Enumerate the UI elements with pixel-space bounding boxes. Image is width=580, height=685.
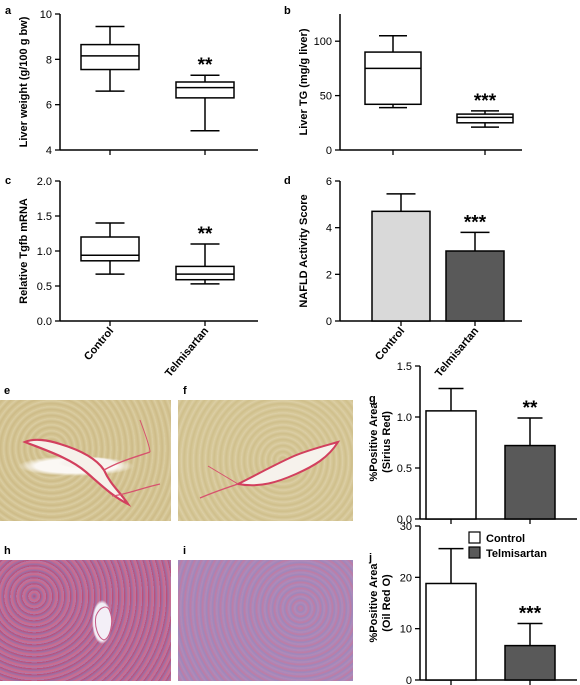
y-tick-label: 20 [400, 572, 412, 584]
bar-telmisartan [445, 250, 505, 322]
y-tick-label: 50 [320, 91, 332, 103]
panel-d: d 0 2 4 6 NAFLD Activity Score *** Control Telmi… [284, 175, 522, 380]
significance-stars: ** [523, 398, 538, 419]
bar-telmisartan [504, 444, 556, 520]
micrograph-e [0, 400, 171, 521]
significance-stars: ** [198, 224, 213, 245]
box-iqr [80, 43, 140, 71]
panel-g: g 0.0 0.5 1.0 1.5 %Positive Area (Sirius Red) *… [368, 361, 577, 526]
y-tick-label: 1.0 [397, 412, 412, 424]
y-tick-label: 10 [400, 624, 412, 636]
y-axis-label: Liver weight (g/100 g bw) [18, 16, 30, 147]
panel-letter-a: a [5, 5, 12, 17]
y-tick-label: 1.5 [37, 211, 52, 223]
box-iqr [456, 113, 514, 124]
box-iqr [364, 51, 422, 106]
legend-label: Telmisartan [486, 548, 547, 560]
box-control [80, 25, 140, 92]
bar-control [425, 582, 477, 681]
y-axis-label: Liver TG (mg/g liver) [298, 28, 310, 135]
micrograph-i [178, 560, 353, 681]
bar-control [371, 210, 431, 322]
x-tick-label: Telmisartan [163, 325, 212, 380]
box-telmisartan [456, 110, 514, 128]
y-tick-label: 6 [46, 100, 52, 112]
panel-letter-j: j [368, 552, 372, 564]
panel-a: a 4 6 8 10 Liver weight (g/100 g bw) ** [5, 5, 258, 157]
panel-letter-f: f [183, 385, 187, 397]
box-telmisartan [175, 243, 235, 285]
legend-swatch [468, 531, 481, 544]
panel-b: b 0 50 100 Liver TG (mg/g liver) *** [284, 5, 522, 157]
y-tick-label: 10 [40, 9, 52, 21]
y-tick-label: 0.0 [37, 316, 52, 328]
box-iqr [175, 265, 235, 281]
y-tick-label: 0.5 [397, 463, 412, 475]
x-tick-label: Control [82, 325, 116, 363]
y-axis-label: (Sirius Red) [381, 411, 393, 473]
panel-letter-d: d [284, 175, 291, 187]
legend-label: Control [486, 533, 525, 545]
x-tick-label: Control [373, 325, 407, 363]
y-tick-label: 2.0 [37, 176, 52, 188]
legend-swatch [468, 546, 481, 559]
panel-letter-e: e [4, 385, 11, 397]
panel-letter-b: b [284, 5, 291, 17]
box-control [80, 222, 140, 275]
bar-control [425, 410, 477, 520]
y-tick-label: 1.5 [397, 361, 412, 373]
y-axis-label: NAFLD Activity Score [298, 194, 310, 307]
y-tick-label: 0.5 [37, 281, 52, 293]
y-axis-label: Relative Tgfb mRNA [18, 198, 30, 304]
y-tick-label: 4 [326, 223, 332, 235]
y-tick-label: 0 [326, 145, 332, 157]
significance-stars: *** [519, 604, 542, 625]
micrograph-h [0, 560, 171, 681]
bar-telmisartan [504, 644, 556, 681]
panel-j: j 0 10 20 30 %Positive Area (Oil Red O) *** Cont… [368, 521, 577, 685]
panel-c: c 0.0 0.5 1.0 1.5 2.0 Relative Tgfb mRNA ** Cont… [5, 175, 258, 380]
panel-letter-c: c [5, 175, 11, 187]
y-tick-label: 0 [326, 316, 332, 328]
box-iqr [80, 236, 140, 262]
significance-stars: *** [474, 91, 497, 112]
significance-stars: *** [464, 212, 487, 233]
y-axis-label: %Positive Area [368, 402, 380, 482]
box-telmisartan [175, 74, 235, 132]
y-tick-label: 100 [314, 36, 332, 48]
panel-letter-g: g [369, 393, 376, 405]
box-iqr [175, 81, 235, 99]
y-tick-label: 30 [400, 521, 412, 533]
y-tick-label: 6 [326, 176, 332, 188]
micrograph-f [178, 400, 353, 521]
y-tick-label: 4 [46, 145, 52, 157]
y-tick-label: 2 [326, 269, 332, 281]
significance-stars: ** [198, 55, 213, 76]
y-tick-label: 1.0 [37, 246, 52, 258]
y-tick-label: 0.0 [397, 514, 412, 526]
panel-letter-h: h [4, 545, 11, 557]
y-axis-label: %Positive Area [368, 563, 380, 643]
box-control [364, 35, 422, 109]
y-tick-label: 8 [46, 54, 52, 66]
y-tick-label: 0 [406, 675, 412, 685]
panel-letter-i: i [183, 545, 187, 557]
x-tick-label: Telmisartan [433, 325, 482, 380]
y-axis-label: (Oil Red O) [381, 574, 393, 632]
